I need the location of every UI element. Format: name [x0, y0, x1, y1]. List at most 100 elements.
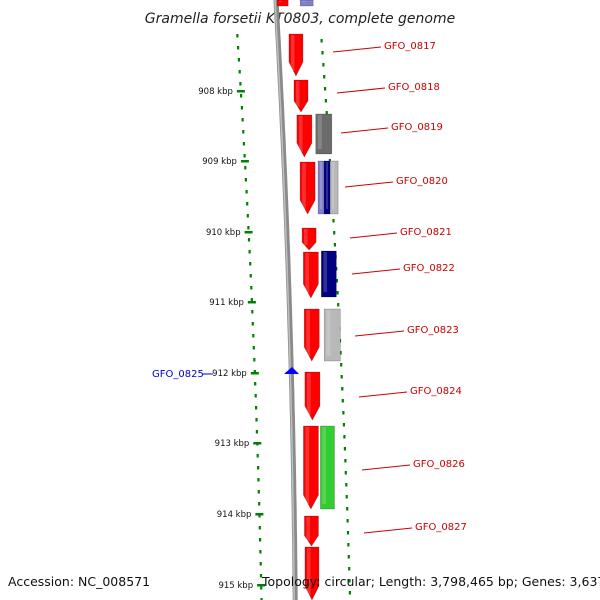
minor-tick-right: [341, 399, 344, 403]
minor-tick-left: [249, 262, 252, 266]
major-tick: [236, 90, 245, 93]
gene-label-left: GFO_0825: [152, 369, 204, 380]
kbp-tick-label: 913 kbp: [215, 439, 250, 449]
minor-tick-left: [257, 466, 260, 470]
minor-tick-right: [340, 363, 343, 367]
minor-tick-left: [255, 418, 258, 422]
minor-tick-right: [328, 159, 331, 163]
minor-tick-left: [259, 562, 262, 566]
minor-tick-right: [342, 411, 345, 415]
minor-tick-left: [247, 238, 251, 242]
major-tick: [257, 584, 266, 587]
major-tick: [253, 442, 262, 445]
gene-highlight: [298, 116, 303, 152]
minor-tick-right: [325, 111, 328, 115]
minor-tick-right: [343, 435, 346, 439]
gene-feature: [303, 251, 319, 299]
minor-tick-left: [240, 94, 243, 98]
kbp-tick-label: 912 kbp: [212, 369, 247, 379]
minor-tick-left: [251, 310, 254, 314]
gene-label: GFO_0822: [403, 263, 455, 274]
minor-tick-right: [324, 87, 327, 91]
topology-text: Topology: circular; Length: 3,798,465 bp…: [261, 574, 600, 589]
minor-tick-left: [260, 598, 263, 600]
minor-tick-left: [252, 334, 255, 338]
minor-tick-left: [242, 142, 245, 146]
minor-tick-left: [247, 226, 250, 230]
minor-tick-left: [254, 382, 257, 386]
minor-tick-left: [237, 58, 240, 62]
minor-tick-right: [321, 51, 324, 55]
minor-tick-left: [255, 430, 258, 434]
gene-feature: [315, 113, 333, 155]
gene-feature: [293, 79, 309, 113]
gene-label: GFO_0827: [415, 522, 467, 533]
gene-highlight: [323, 252, 328, 292]
gene-label-leader: [349, 232, 398, 239]
gene-highlight: [302, 163, 306, 209]
minor-tick-left: [249, 274, 252, 278]
minor-tick-right: [341, 387, 344, 391]
gene-label-leader: [351, 268, 401, 275]
minor-tick-left: [239, 82, 242, 86]
gene-highlight: [296, 81, 300, 107]
minor-tick-left: [255, 406, 258, 410]
minor-tick-left: [244, 178, 247, 182]
gene-label: GFO_0817: [384, 41, 436, 52]
minor-tick-right: [348, 591, 351, 595]
gene-label: GFO_0820: [396, 176, 448, 187]
minor-tick-left: [250, 286, 253, 290]
minor-tick-right: [333, 231, 336, 235]
minor-tick-right: [320, 39, 323, 43]
minor-tick-right: [346, 507, 349, 511]
minor-tick-left: [237, 46, 240, 50]
gene-highlight: [306, 373, 311, 415]
gene-highlight: [320, 162, 323, 209]
gene-highlight: [305, 253, 310, 293]
minor-tick-right: [342, 423, 345, 427]
genome-title: Gramella forsetii KT0803, complete genom…: [145, 11, 455, 27]
gene-label: GFO_0821: [400, 227, 452, 238]
gene-highlight: [326, 310, 331, 356]
kbp-tick-label: 914 kbp: [217, 510, 252, 520]
accession-text: Accession: NC_008571: [8, 574, 150, 589]
gene-feature: [299, 161, 316, 215]
minor-tick-left: [253, 370, 256, 374]
gene-feature: [288, 33, 304, 77]
minor-tick-left: [254, 394, 257, 398]
gene-feature: [276, 0, 289, 7]
gene-features: [276, 0, 341, 600]
gene-label-leader: [332, 46, 382, 53]
minor-tick-left: [244, 166, 247, 170]
gene-highlight: [306, 548, 311, 595]
major-tick: [250, 372, 259, 375]
gene-feature: [299, 0, 314, 7]
gene-feature-gfo0825: [284, 367, 299, 374]
minor-tick-right: [340, 375, 343, 379]
minor-tick-left: [241, 118, 244, 122]
gene-highlight: [279, 1, 282, 2]
minor-tick-left: [246, 202, 249, 206]
minor-tick-left: [246, 214, 249, 218]
minor-tick-left: [258, 502, 261, 506]
gene-feature: [321, 250, 337, 298]
kbp-tick-label: 911 kbp: [209, 298, 244, 308]
major-tick: [255, 513, 264, 516]
kbp-ticks: [236, 90, 266, 587]
minor-tick-left: [257, 490, 260, 494]
minor-tick-left: [252, 346, 255, 350]
minor-tick-right: [348, 567, 351, 571]
minor-tick-left: [236, 34, 239, 38]
minor-tick-left: [243, 154, 246, 158]
minor-tick-left: [240, 106, 243, 110]
gene-label-leader: [354, 330, 405, 337]
minor-tick-right: [347, 555, 350, 559]
gene-highlight: [332, 162, 335, 209]
minor-tick-right: [344, 471, 347, 475]
minor-tick-right: [347, 543, 350, 547]
major-tick: [240, 160, 249, 163]
minor-tick-right: [344, 459, 347, 463]
minor-tick-right: [348, 579, 351, 583]
gene-label-leader: [363, 527, 413, 534]
